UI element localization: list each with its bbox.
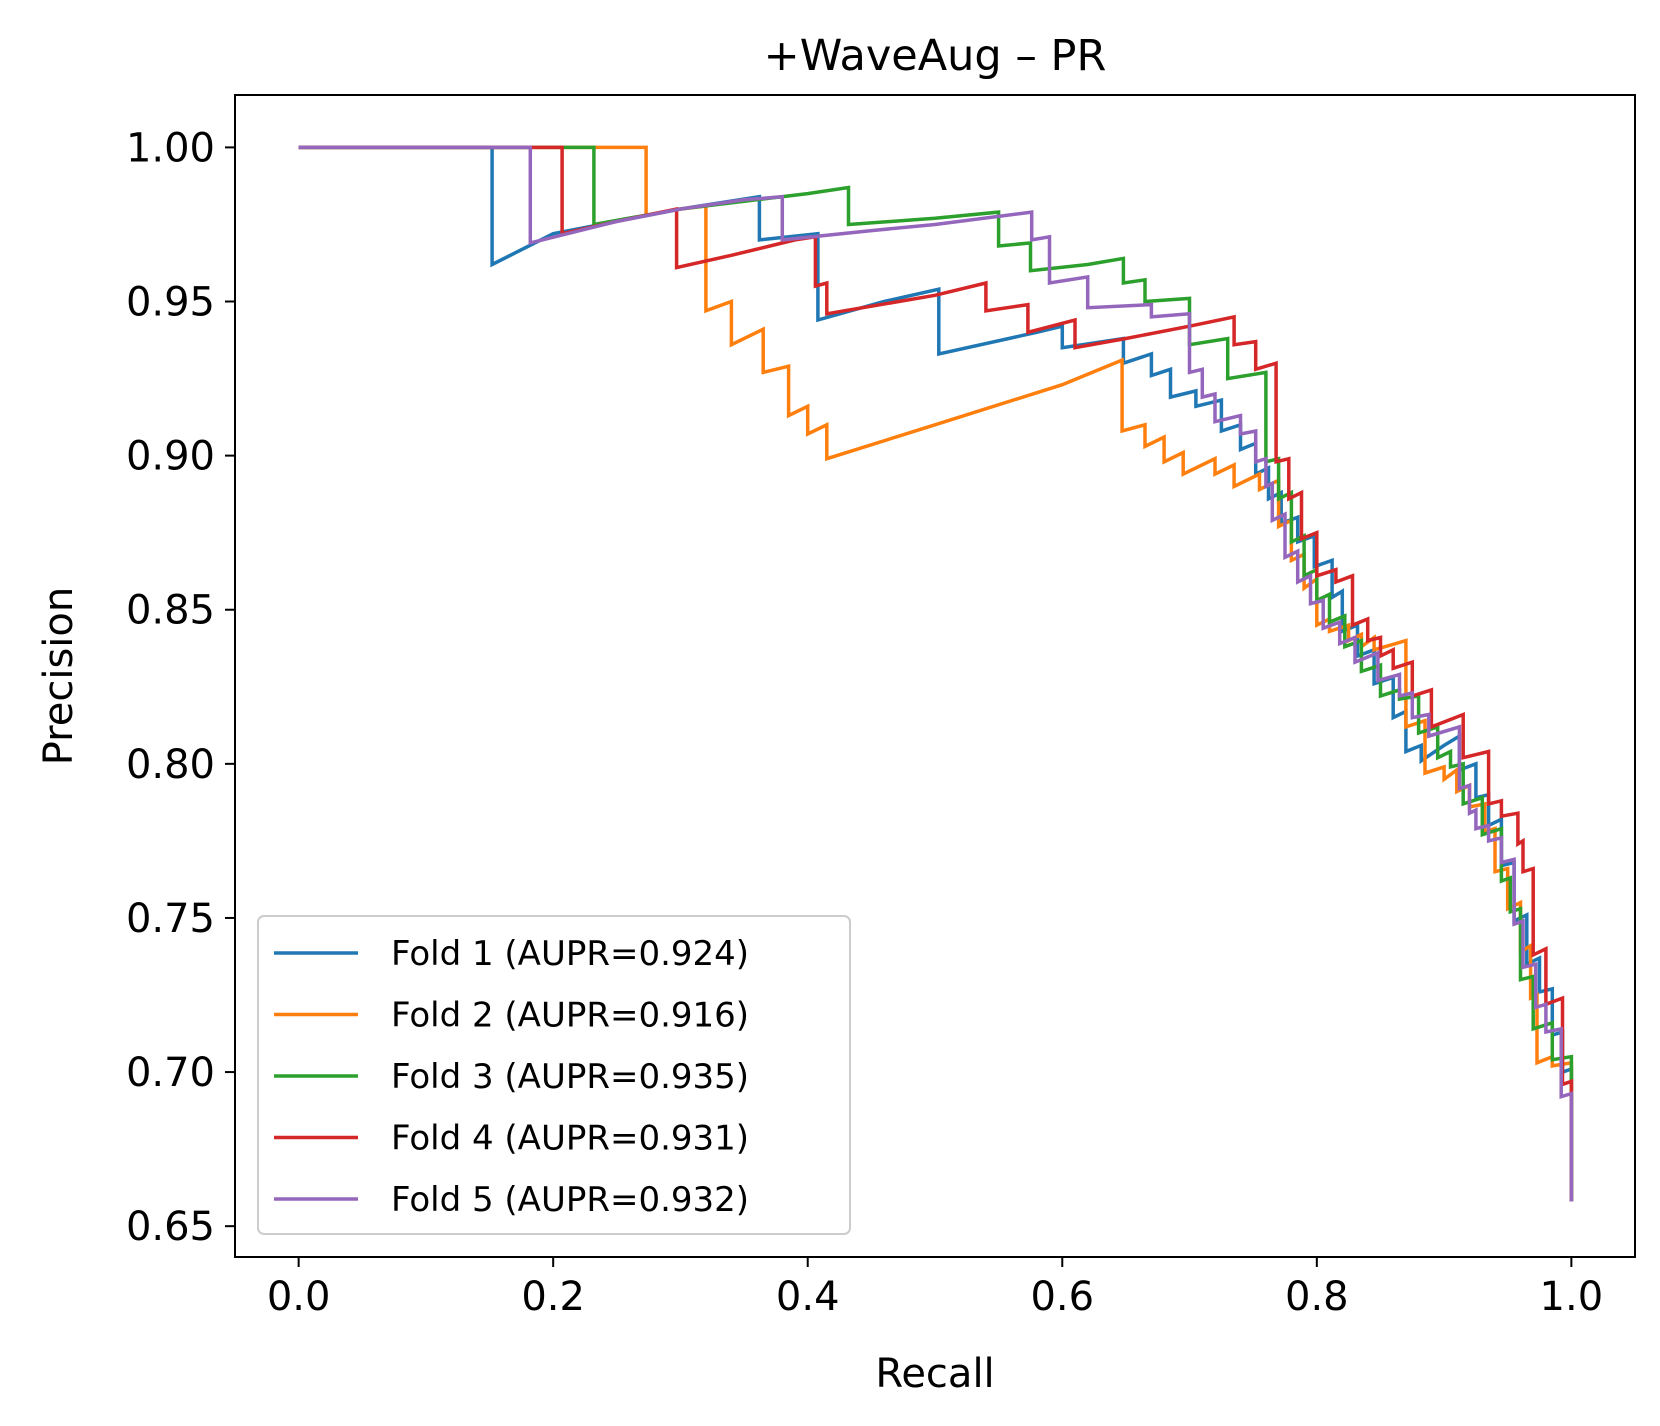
x-tick-label: 1.0 [1540, 1274, 1604, 1320]
legend-box [257, 915, 851, 1235]
series-line-fold-4 [298, 145, 1574, 1202]
y-tick-label: 0.65 [126, 1204, 215, 1250]
y-tick-label: 0.80 [126, 742, 215, 788]
y-tick-label: 0.70 [126, 1050, 215, 1096]
x-tick-label: 0.6 [1030, 1274, 1094, 1320]
legend-label: Fold 2 (AUPR=0.916) [391, 996, 749, 1036]
plot-lines [298, 145, 1574, 1202]
y-tick-label: 1.00 [126, 125, 215, 171]
x-axis-ticks: 0.0 0.2 0.4 0.6 0.8 1.0 [267, 1257, 1603, 1320]
y-tick-label: 0.95 [126, 280, 215, 326]
x-tick-label: 0.2 [521, 1274, 585, 1320]
series-line-fold-5 [298, 145, 1574, 1202]
axes-frame [234, 94, 1636, 1258]
legend: Fold 1 (AUPR=0.924) Fold 2 (AUPR=0.916) Fo… [257, 915, 851, 1235]
x-tick-label: 0.8 [1285, 1274, 1349, 1320]
legend-label: Fold 3 (AUPR=0.935) [391, 1057, 749, 1097]
y-axis-title: Precision [36, 587, 82, 765]
y-tick-label: 0.75 [126, 896, 215, 942]
chart-title: +WaveAug – PR [764, 31, 1107, 81]
legend-label: Fold 4 (AUPR=0.931) [391, 1119, 749, 1159]
x-tick-label: 0.0 [267, 1274, 331, 1320]
x-tick-label: 0.4 [776, 1274, 840, 1320]
y-tick-label: 0.90 [126, 434, 215, 480]
legend-label: Fold 1 (AUPR=0.924) [391, 934, 749, 974]
y-axis-ticks: 0.65 0.70 0.75 0.80 0.85 0.90 0.95 1.00 [126, 125, 235, 1250]
y-tick-label: 0.85 [126, 588, 215, 634]
x-axis-title: Recall [875, 1351, 994, 1397]
legend-label: Fold 5 (AUPR=0.932) [391, 1180, 749, 1220]
series-line-fold-1 [298, 145, 1574, 1202]
